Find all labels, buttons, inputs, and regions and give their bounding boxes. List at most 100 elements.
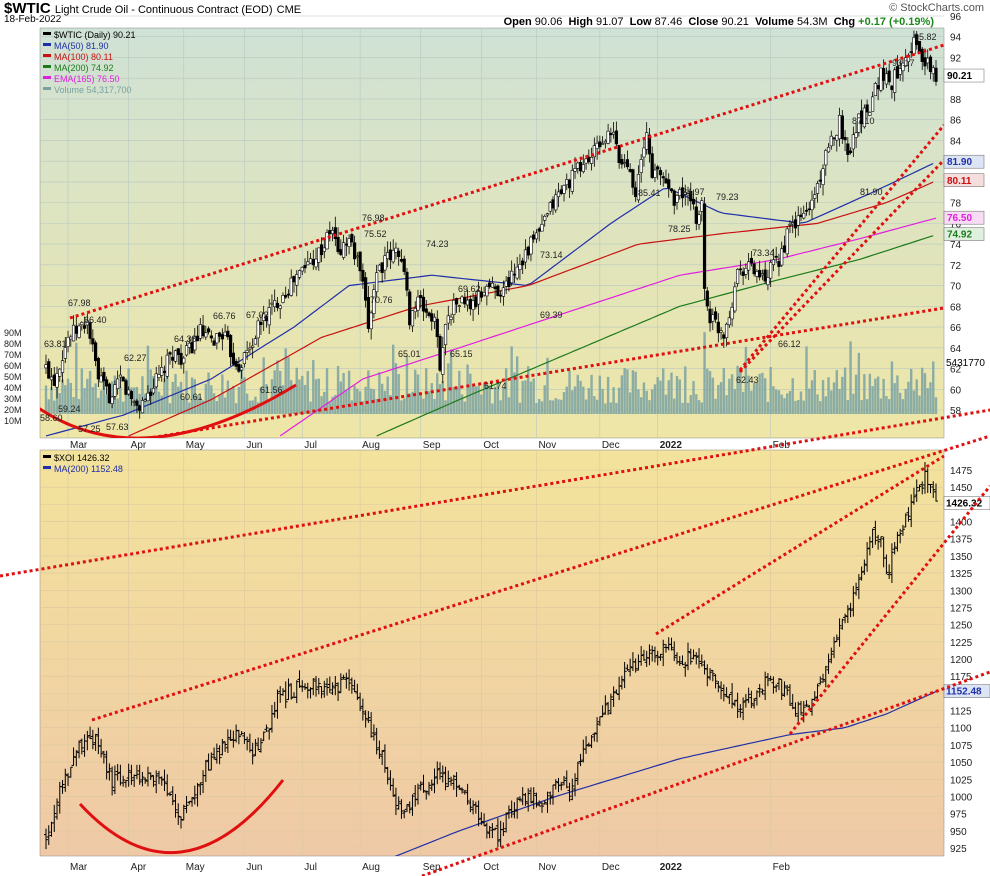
candle: [647, 134, 652, 155]
candle: [782, 245, 787, 253]
legend-swatch: [43, 76, 51, 79]
candle: [336, 236, 340, 253]
candle: [755, 271, 759, 277]
volume-bar: [601, 388, 604, 414]
volume-bar: [199, 397, 202, 414]
price-annotation: 69.39: [540, 310, 563, 320]
candle: [510, 270, 514, 284]
candle: [749, 257, 753, 264]
volume-bar: [722, 367, 726, 414]
y-tick-label: 1450: [950, 483, 973, 494]
volume-bar: [802, 400, 805, 414]
price-annotation: 87.10: [852, 116, 875, 126]
candle: [829, 135, 833, 147]
candle: [317, 247, 321, 263]
candle: [741, 271, 745, 276]
trendline-upper-xoi: [91, 434, 990, 722]
volume-bar: [824, 396, 827, 414]
volume-bar: [44, 385, 48, 414]
volume-bar: [185, 370, 188, 414]
volume-bar: [444, 400, 447, 414]
volume-bar: [659, 380, 662, 414]
candle: [909, 51, 913, 53]
candle: [499, 294, 503, 297]
volume-label: Volume: [755, 16, 794, 28]
candle: [727, 317, 731, 326]
volume-bar: [504, 368, 508, 414]
legend-swatch: [43, 43, 51, 46]
candle: [413, 308, 417, 313]
y-tick-label: 1475: [950, 466, 973, 477]
candle: [129, 391, 134, 399]
volume-bar: [240, 364, 243, 414]
open-value: 90.06: [534, 16, 563, 28]
volume-bar: [88, 370, 92, 414]
candle: [747, 261, 751, 271]
candle: [650, 153, 654, 178]
candle: [91, 338, 95, 345]
candle: [295, 274, 299, 286]
candle: [556, 191, 561, 198]
volume-bar: [367, 370, 370, 414]
candle: [600, 143, 605, 145]
volume-bar: [852, 393, 855, 414]
volume-bar: [356, 388, 359, 414]
volume-bar: [557, 399, 560, 414]
candle: [879, 67, 883, 91]
y-tick-label: 1200: [950, 655, 973, 666]
volume-bar: [427, 391, 431, 414]
volume-bar: [66, 378, 70, 414]
panel2-background: [39, 449, 945, 857]
volume-bar: [546, 357, 549, 414]
candle: [449, 316, 453, 320]
volume-bar: [678, 379, 681, 414]
candle: [603, 140, 607, 144]
volume-bar: [262, 357, 265, 414]
volume-bar: [270, 379, 274, 414]
candle: [383, 255, 387, 271]
candle: [807, 208, 811, 211]
candle: [818, 179, 822, 182]
candle: [675, 195, 679, 203]
volume-bar: [160, 395, 163, 414]
y-tick-label: 1375: [950, 535, 973, 546]
legend-entry: MA(200) 1152.48: [54, 464, 123, 474]
candle: [270, 302, 274, 305]
y-tick-label: 60: [950, 385, 962, 396]
price-annotation: 73.14: [540, 250, 563, 260]
candle: [110, 396, 114, 404]
candle: [840, 115, 844, 140]
volume-bar: [744, 346, 748, 414]
candle: [507, 277, 511, 287]
candle: [350, 234, 354, 243]
volume-bar: [265, 384, 268, 414]
volume-bar: [830, 390, 833, 414]
volume-bar: [284, 348, 287, 414]
price-annotation: 95.82: [914, 32, 937, 42]
candle: [548, 202, 552, 212]
volume-bar: [719, 382, 723, 414]
volume-bar: [441, 381, 444, 414]
candle: [372, 289, 376, 315]
candle: [430, 313, 434, 322]
volume-tick-label: 60M: [4, 361, 22, 371]
volume-tick-label: 90M: [4, 328, 22, 338]
volume-bar: [229, 388, 232, 414]
candle: [361, 270, 365, 282]
candle: [168, 352, 172, 355]
price-annotation: 58.60: [40, 413, 63, 423]
volume-bar: [295, 367, 298, 414]
x-tick-label: Sep: [423, 862, 441, 873]
candle: [278, 305, 282, 309]
volume-bar: [94, 383, 97, 414]
candle: [848, 150, 853, 154]
volume-bar: [910, 368, 913, 414]
volume-bar: [152, 376, 155, 414]
candle: [267, 307, 271, 326]
volume-bar: [394, 363, 398, 414]
volume-bar: [929, 382, 932, 414]
y-tick-label: 1000: [950, 792, 973, 803]
xoi-last-price-tag: 1426.32: [946, 498, 983, 509]
volume-bar: [64, 385, 67, 414]
